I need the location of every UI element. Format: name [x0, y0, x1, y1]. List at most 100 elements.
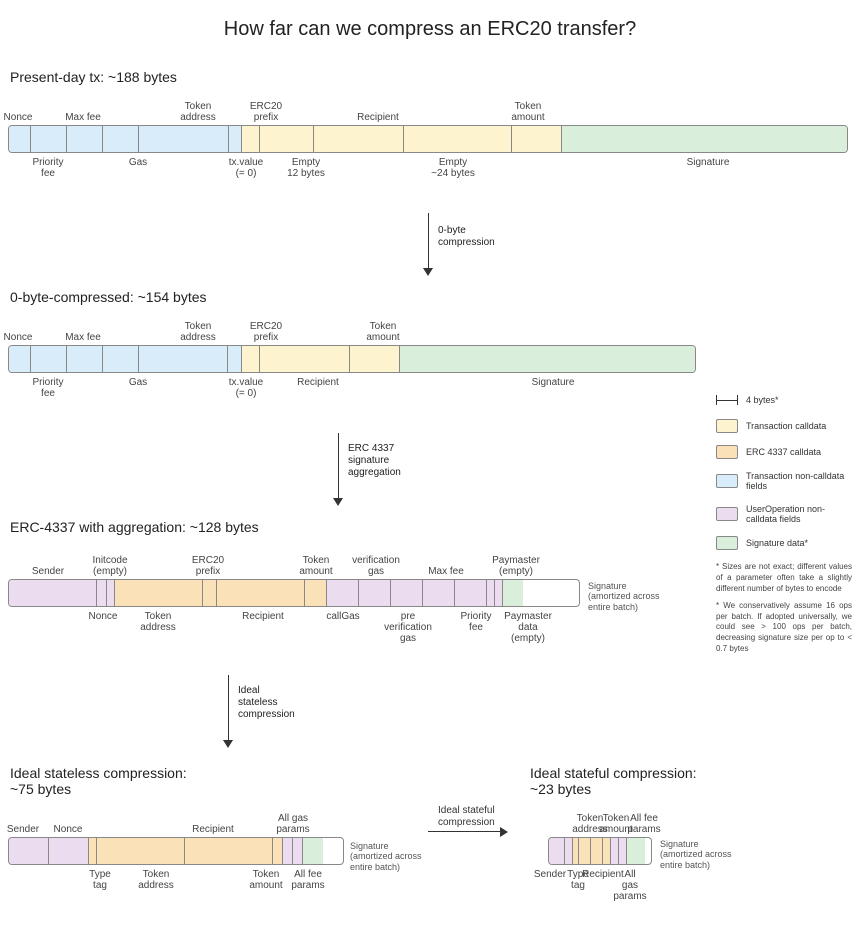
- segment: [242, 126, 260, 152]
- field-label: Priority fee: [32, 377, 63, 399]
- field-label: pre verification gas: [384, 611, 432, 644]
- bar-1: [8, 345, 696, 373]
- segment: [203, 580, 217, 606]
- field-label: Token address: [140, 611, 176, 633]
- scale-mark-icon: [716, 395, 738, 405]
- row-4: Token addressToken amountAll fee params …: [548, 815, 652, 901]
- segment: [512, 126, 562, 152]
- field-label: Signature: [532, 377, 575, 388]
- bar-0: [8, 125, 848, 153]
- segment: [103, 126, 139, 152]
- legend-label: Transaction non-calldata fields: [746, 471, 852, 492]
- segment: [9, 346, 31, 372]
- main-container: Present-day tx: ~188 bytes Nonce Max fee T…: [8, 65, 852, 931]
- field-label: Token address: [138, 869, 174, 891]
- segment: [423, 580, 455, 606]
- bot-labels-4: SenderType tagRecipientAll gas params: [548, 867, 652, 901]
- segment: [260, 126, 314, 152]
- segment: [562, 126, 847, 152]
- arrow-label-1: 0-byte compression: [438, 225, 495, 249]
- bottom-row: Ideal stateless compression: ~75 bytes S…: [8, 761, 708, 931]
- legend-swatch: [716, 474, 738, 488]
- arrow-label-3: Ideal stateless compression: [238, 685, 295, 721]
- segment: [89, 838, 97, 864]
- field-label: Recipient: [242, 611, 284, 622]
- segment: [97, 580, 107, 606]
- segment: [97, 838, 185, 864]
- segment: [228, 346, 242, 372]
- field-label: Nonce: [89, 611, 118, 622]
- field-label: Gas: [129, 157, 147, 168]
- arrow-2: ERC 4337 signature aggregation: [8, 433, 708, 513]
- segment: [579, 838, 591, 864]
- field-label: Token address: [180, 321, 216, 343]
- segment: [611, 838, 619, 864]
- top-labels-0: NonceMax feeToken addressERC20 prefixRec…: [8, 103, 848, 125]
- field-label: ERC20 prefix: [250, 321, 282, 343]
- arrow-1: 0-byte compression: [8, 213, 848, 283]
- field-label: All fee params: [291, 869, 324, 891]
- side-note-2: Signature (amortized across entire batch…: [588, 581, 660, 612]
- bar-2: [8, 579, 580, 607]
- field-label: Paymaster data (empty): [504, 611, 552, 644]
- row-heading-3: Ideal stateless compression: ~75 bytes: [10, 765, 408, 797]
- segment: [67, 346, 103, 372]
- segment: [9, 126, 31, 152]
- segment: [603, 838, 611, 864]
- field-label: Token address: [180, 101, 216, 123]
- segment: [627, 838, 645, 864]
- segment: [350, 346, 400, 372]
- legend-item: Signature data*: [716, 536, 852, 550]
- field-label: Nonce: [4, 332, 33, 343]
- segment: [305, 580, 327, 606]
- page-title: How far can we compress an ERC20 transfe…: [8, 18, 852, 41]
- legend-scale: 4 bytes*: [716, 395, 852, 405]
- row-heading-1: 0-byte-compressed: ~154 bytes: [10, 289, 708, 305]
- segment: [503, 580, 523, 606]
- segment: [273, 838, 283, 864]
- segment: [487, 580, 495, 606]
- bot-labels-0: Priority feeGastx.value (= 0)Empty 12 by…: [8, 155, 848, 183]
- footnote-1: * Sizes are not exact; different values …: [716, 562, 852, 594]
- arrow-4: Ideal stateful compression: [428, 811, 508, 851]
- segment: [242, 346, 260, 372]
- segment: [107, 580, 115, 606]
- field-label: Recipient: [297, 377, 339, 388]
- arrow-label-2: ERC 4337 signature aggregation: [348, 443, 401, 479]
- field-label: Sender: [7, 824, 39, 835]
- row-3: SenderNonceRecipientAll gas params Type …: [8, 815, 344, 897]
- field-label: Max fee: [65, 332, 101, 343]
- segment: [293, 838, 303, 864]
- segment: [565, 838, 573, 864]
- segment: [185, 838, 273, 864]
- field-label: Token amount: [366, 321, 399, 343]
- legend-swatch: [716, 507, 738, 521]
- segment: [31, 346, 67, 372]
- legend-item: Transaction non-calldata fields: [716, 471, 852, 492]
- field-label: ERC20 prefix: [192, 555, 224, 577]
- row-heading-0: Present-day tx: ~188 bytes: [10, 69, 708, 85]
- arrow-label-4: Ideal stateful compression: [438, 805, 495, 829]
- segment: [404, 126, 512, 152]
- field-label: callGas: [326, 611, 359, 622]
- field-label: Nonce: [54, 824, 83, 835]
- side-note-4: Signature (amortized across entire batch…: [660, 839, 732, 870]
- row-heading-4: Ideal stateful compression: ~23 bytes: [530, 765, 708, 797]
- segment: [49, 838, 89, 864]
- segment: [9, 580, 97, 606]
- bar-3: [8, 837, 344, 865]
- field-label: Priority fee: [32, 157, 63, 179]
- segment: [217, 580, 305, 606]
- legend-item: Transaction calldata: [716, 419, 852, 433]
- segment: [327, 580, 359, 606]
- field-label: All gas params: [613, 869, 646, 902]
- segment: [139, 346, 229, 372]
- segment: [359, 580, 391, 606]
- field-label: Recipient: [357, 112, 399, 123]
- segment: [31, 126, 67, 152]
- field-label: Initcode (empty): [92, 555, 127, 577]
- field-label: Recipient: [192, 824, 234, 835]
- segment: [115, 580, 203, 606]
- field-label: Max fee: [65, 112, 101, 123]
- side-note-3: Signature (amortized across entire batch…: [350, 841, 422, 872]
